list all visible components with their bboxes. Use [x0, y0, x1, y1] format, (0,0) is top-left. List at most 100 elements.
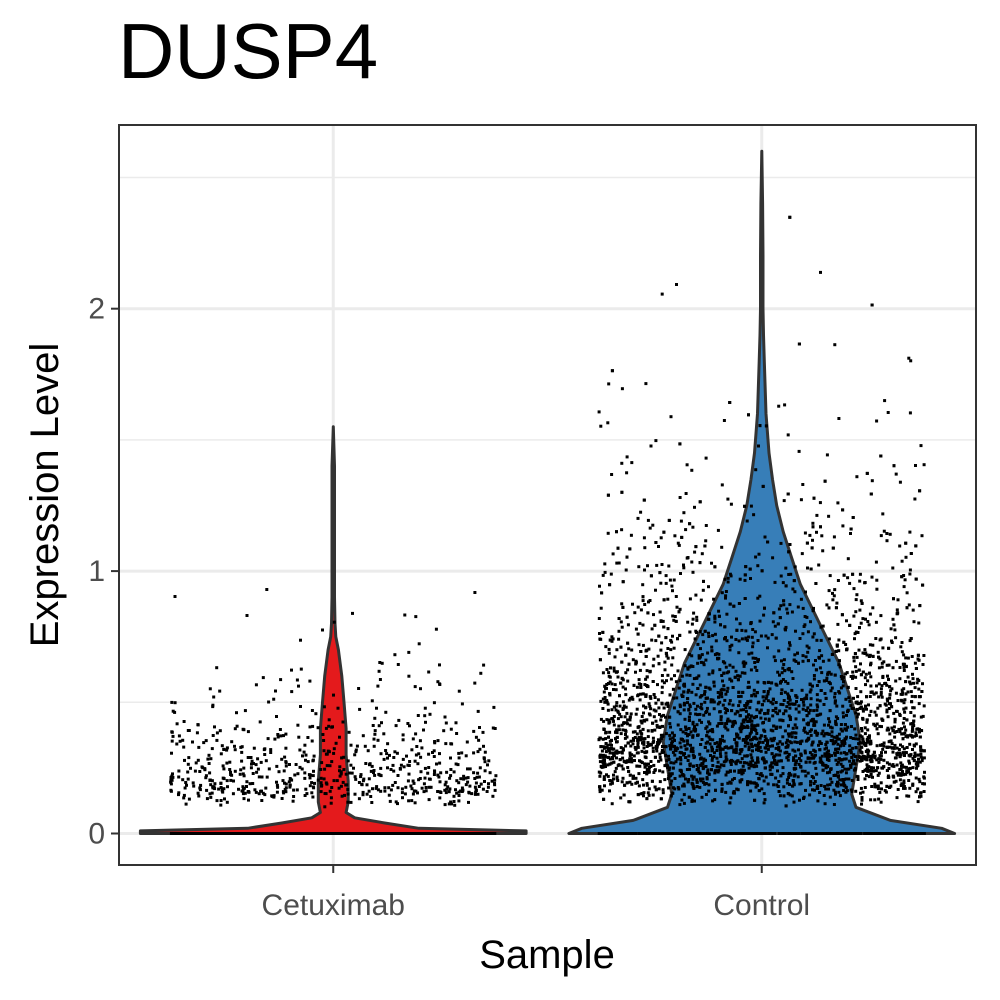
violin-cetuximab: [138, 425, 528, 835]
data-point: [837, 663, 841, 667]
data-point: [176, 832, 180, 835]
data-point: [899, 743, 902, 747]
data-point: [836, 782, 840, 785]
data-point: [700, 552, 704, 556]
data-point: [177, 775, 181, 779]
data-point: [619, 796, 623, 800]
data-point: [815, 732, 819, 736]
data-point: [864, 749, 868, 753]
data-point: [452, 770, 456, 774]
data-point: [785, 778, 789, 782]
data-point: [881, 718, 885, 722]
data-point: [640, 732, 644, 736]
data-point: [265, 832, 269, 835]
data-point: [493, 832, 497, 835]
data-point: [675, 283, 678, 286]
data-point: [876, 706, 880, 710]
data-point: [254, 763, 258, 767]
data-point: [378, 773, 382, 777]
data-point: [617, 750, 621, 754]
data-point: [751, 656, 755, 660]
data-point: [318, 832, 322, 835]
data-point: [397, 832, 401, 835]
data-point: [644, 762, 648, 766]
data-point: [642, 711, 645, 715]
data-point: [808, 708, 812, 712]
data-point: [726, 781, 730, 785]
data-point: [744, 709, 748, 713]
data-point: [606, 493, 610, 497]
data-point: [704, 658, 708, 662]
data-point: [393, 781, 397, 784]
data-point: [737, 651, 741, 655]
data-point: [455, 832, 459, 835]
data-point: [709, 698, 713, 702]
data-point: [849, 675, 853, 678]
data-point: [822, 794, 826, 797]
data-point: [866, 740, 870, 744]
data-point: [675, 605, 679, 609]
data-point: [192, 784, 196, 788]
data-point: [746, 720, 750, 723]
data-point: [895, 709, 898, 713]
data-point: [308, 784, 312, 788]
data-point: [743, 754, 747, 758]
data-point: [617, 629, 621, 633]
data-point: [631, 776, 635, 780]
data-point: [846, 576, 850, 580]
data-point: [706, 769, 710, 773]
data-point: [868, 734, 871, 738]
data-point: [879, 754, 883, 758]
data-point: [750, 745, 754, 749]
data-point: [676, 541, 680, 545]
data-point: [599, 771, 603, 775]
data-point: [169, 780, 173, 784]
data-point: [332, 747, 336, 751]
data-point: [369, 769, 373, 773]
data-point: [420, 746, 424, 750]
data-point: [627, 698, 631, 702]
data-point: [660, 748, 664, 752]
data-point: [433, 741, 437, 745]
data-point: [395, 832, 399, 835]
data-point: [620, 660, 624, 664]
data-point: [669, 725, 672, 729]
data-point: [414, 615, 418, 619]
data-point: [779, 574, 783, 578]
data-point: [872, 722, 876, 726]
data-point: [204, 776, 208, 780]
data-point: [839, 762, 843, 766]
data-point: [866, 679, 870, 683]
data-point: [664, 715, 667, 719]
data-point: [217, 787, 221, 791]
data-point: [202, 741, 206, 745]
data-point: [919, 444, 923, 448]
data-point: [602, 765, 606, 769]
data-point: [222, 747, 226, 751]
data-point: [642, 794, 645, 798]
data-point: [705, 706, 709, 710]
data-point: [248, 782, 252, 786]
data-point: [610, 473, 614, 476]
data-point: [724, 773, 728, 777]
data-point: [886, 699, 890, 703]
data-point: [871, 775, 874, 779]
data-point: [809, 703, 813, 707]
data-point: [391, 783, 395, 787]
data-point: [848, 759, 852, 763]
data-point: [792, 756, 796, 760]
data-point: [372, 769, 376, 772]
data-point: [797, 757, 801, 760]
data-point: [347, 730, 351, 734]
data-point: [197, 832, 201, 835]
data-point: [799, 742, 802, 746]
data-point: [286, 832, 290, 835]
data-point: [869, 492, 873, 496]
data-point: [747, 748, 751, 752]
data-point: [610, 802, 614, 806]
data-point: [477, 775, 481, 779]
data-point: [702, 759, 706, 763]
data-point: [639, 685, 643, 689]
data-point: [221, 764, 225, 768]
data-point: [668, 578, 672, 582]
